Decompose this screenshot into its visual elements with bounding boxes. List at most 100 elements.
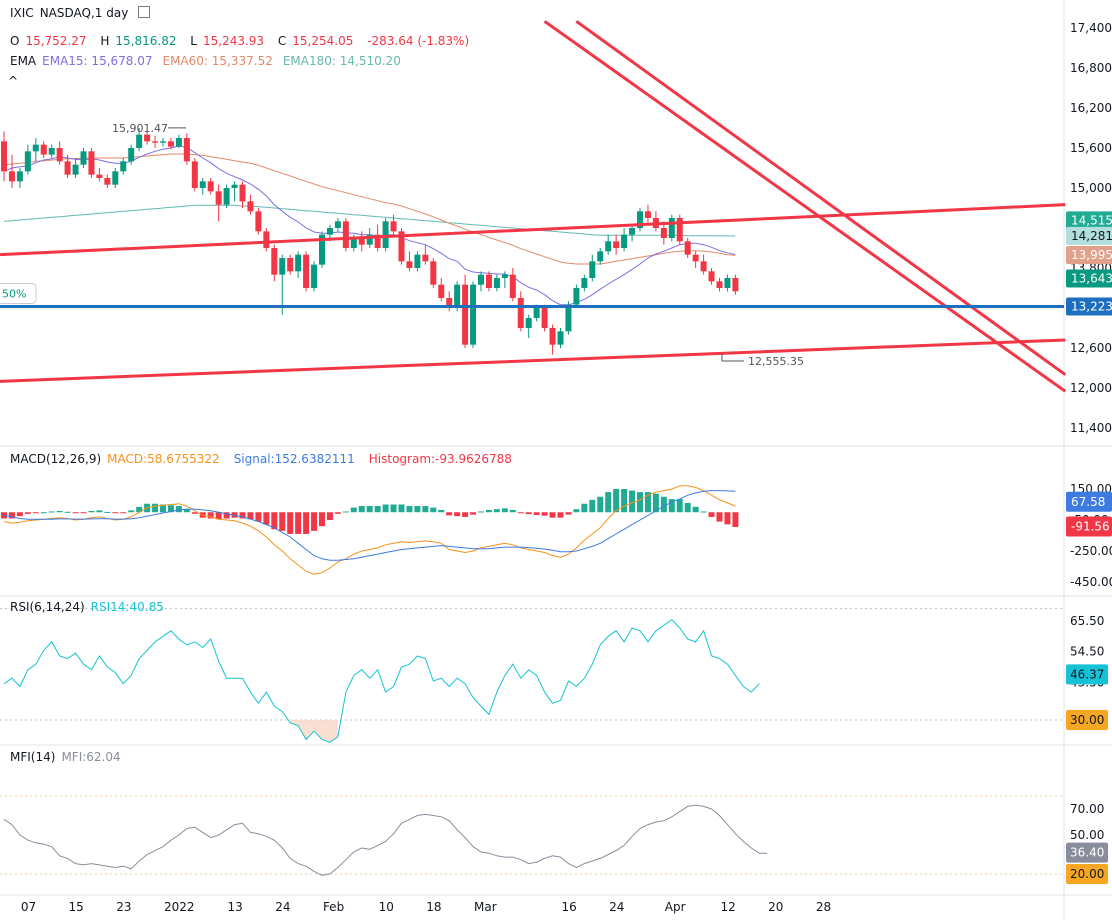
candle-body <box>660 228 667 238</box>
date-tick-label: 15 <box>69 900 84 914</box>
candle-body <box>422 254 429 262</box>
mfi-tag <box>1066 842 1108 863</box>
rsi-tag-label: 30.00 <box>1070 713 1104 727</box>
candle-body <box>676 218 683 242</box>
histogram-bar <box>541 512 548 516</box>
histogram-bar <box>303 512 310 534</box>
mfi-tick-label: 50.00 <box>1070 828 1104 842</box>
macd-header[interactable]: MACD(12,26,9) MACD:58.6755322 Signal:152.6… <box>10 452 518 466</box>
symbol-title[interactable]: NASDAQ,1 day <box>39 6 129 20</box>
rsi-line <box>3 618 760 743</box>
descending-trendline-2 <box>575 20 1067 376</box>
candle-body <box>454 284 461 308</box>
histogram-bar <box>557 512 564 518</box>
candle-body <box>509 274 516 298</box>
signal-legend: Signal:152.6382111 <box>233 452 355 466</box>
histogram-bar <box>24 512 31 514</box>
macd-tag <box>1066 516 1112 537</box>
candle-body <box>64 161 71 175</box>
price-tag <box>1066 269 1112 288</box>
candle-body <box>56 148 63 162</box>
candle-body <box>414 254 421 268</box>
mfi-tick-label: 70.00 <box>1070 802 1104 816</box>
histogram-bar <box>517 512 524 514</box>
macd-tag-label: -91.56 <box>1071 519 1110 533</box>
price-tick-label: 17,400.00 <box>1070 21 1112 35</box>
menu-icon[interactable] <box>138 6 151 18</box>
candle-body <box>462 284 469 345</box>
histogram-bar <box>700 511 707 513</box>
histogram-bar <box>406 506 413 513</box>
rsi-legend: RSI14:40.85 <box>90 600 164 614</box>
candle-body <box>501 274 508 278</box>
candle-body <box>334 221 341 228</box>
candle-body <box>152 141 159 143</box>
candle-body <box>319 234 325 265</box>
histogram-bar <box>136 506 143 513</box>
collapse-indicators-button[interactable]: ^ <box>8 74 19 88</box>
rsi-header[interactable]: RSI(6,14,24) RSI14:40.85 <box>10 600 170 614</box>
candle-body <box>24 151 31 172</box>
symbol-label[interactable]: IXIC <box>10 6 34 20</box>
date-tick-label: Feb <box>323 900 344 914</box>
histogram-bar <box>32 512 39 514</box>
date-tick-label: Mar <box>474 900 497 914</box>
candle-body <box>644 211 651 218</box>
candle-body <box>88 151 95 175</box>
candle-body <box>223 188 230 205</box>
histogram-bar <box>263 512 270 525</box>
date-tick-label: 20 <box>768 900 783 914</box>
low-marker-line <box>721 352 744 362</box>
histogram-bar <box>478 511 484 513</box>
candle-body <box>485 274 492 288</box>
histogram-bar <box>167 505 174 513</box>
price-tick-label: 12,600.00 <box>1070 341 1112 355</box>
candle-body <box>96 174 103 178</box>
open-value: 15,752.27 <box>25 34 87 48</box>
candle-body <box>263 231 270 248</box>
histogram-bar <box>1 512 7 519</box>
price-tag-label: 14,281. <box>1071 229 1112 243</box>
close-value: 15,254.05 <box>292 34 354 48</box>
change-value: -283.64 (-1.83%) <box>367 34 470 48</box>
histogram-bar <box>589 499 596 513</box>
ohlc-row: O 15,752.27 H 15,816.82 L 15,243.93 C 15,254… <box>10 34 475 48</box>
price-tick-label: 15,000.00 <box>1070 181 1112 195</box>
histogram-bar <box>462 512 469 517</box>
candle-body <box>438 284 445 298</box>
histogram-bar <box>470 512 477 515</box>
price-tag <box>1066 297 1112 316</box>
candle-body <box>629 228 636 235</box>
ema-row[interactable]: EMA EMA15: 15,678.07 EMA60: 15,337.52 EMA18… <box>10 54 407 68</box>
chart-header: IXIC NASDAQ,1 day <box>10 6 156 20</box>
price-tag-label: 13,223. <box>1071 299 1112 313</box>
candle-body <box>684 241 691 255</box>
candle-body <box>533 308 540 318</box>
candle-body <box>8 171 15 182</box>
histogram-bar <box>311 512 318 531</box>
candle-body <box>716 281 723 288</box>
histogram-bar <box>621 489 628 513</box>
mfi-header[interactable]: MFI(14) MFI:62.04 <box>10 750 127 764</box>
date-tick-label: 2022 <box>164 900 195 914</box>
date-tick-label: 13 <box>228 900 243 914</box>
candle-body <box>271 248 278 275</box>
lower-channel-line <box>0 338 1066 383</box>
close-label: C <box>277 34 287 48</box>
candle-body <box>589 261 596 278</box>
histogram-bar <box>660 496 667 513</box>
price-tick-label: 16,800.00 <box>1070 61 1112 75</box>
histogram-legend: Histogram:-93.9626788 <box>368 452 512 466</box>
mfi-line <box>3 804 768 876</box>
histogram-bar <box>652 493 659 513</box>
macd-line <box>3 485 736 575</box>
histogram-bar <box>414 506 421 513</box>
date-tick-label: 16 <box>561 900 576 914</box>
histogram-bar <box>668 499 675 513</box>
candle-body <box>621 234 628 248</box>
histogram-bar <box>716 512 723 522</box>
descending-trendline-1 <box>543 20 1067 393</box>
fib-label-box <box>0 282 37 304</box>
histogram-bar <box>255 512 262 522</box>
